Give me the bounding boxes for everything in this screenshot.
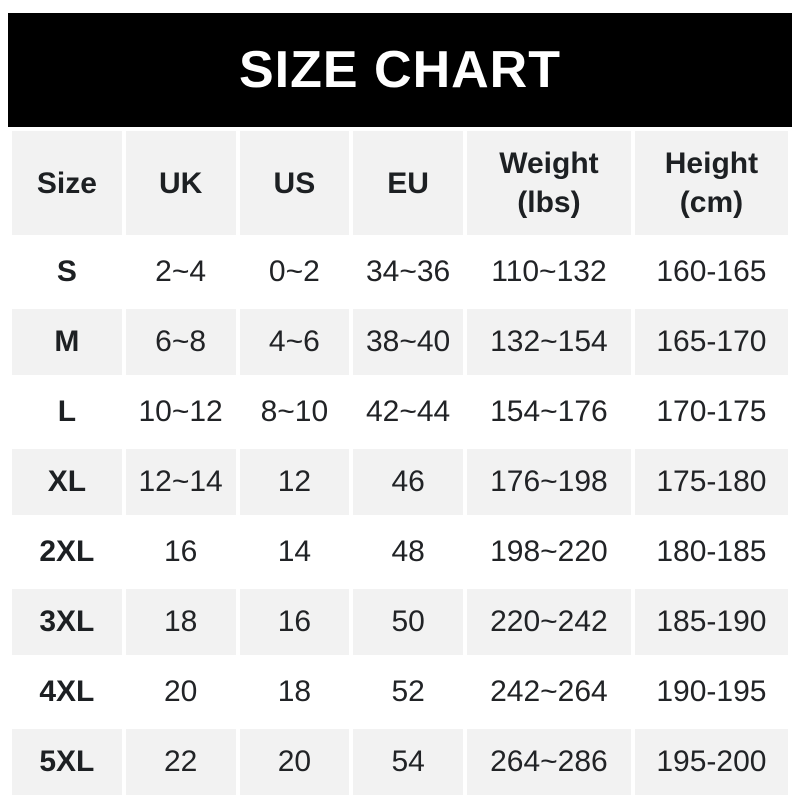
table-row-3xl: 3XL 18 16 50 220~242 185-190 (12, 589, 788, 655)
height-cell: 165-170 (634, 309, 788, 375)
weight-cell: 198~220 (467, 519, 631, 585)
size-cell: 5XL (12, 729, 122, 795)
us-cell: 18 (239, 659, 350, 725)
table-row-4xl: 4XL 20 18 52 242~264 190-195 (12, 659, 788, 725)
eu-cell: 38~40 (353, 309, 463, 375)
header-weight-unit: (lbs) (517, 186, 581, 219)
uk-cell: 12~14 (125, 449, 236, 515)
uk-cell: 20 (125, 659, 236, 725)
header-height: Height (cm) (634, 131, 788, 235)
size-cell: L (12, 379, 122, 445)
us-cell: 20 (239, 729, 350, 795)
title-banner: SIZE CHART (8, 13, 792, 127)
height-cell: 170-175 (634, 379, 788, 445)
table-row-5xl: 5XL 22 20 54 264~286 195-200 (12, 729, 788, 795)
weight-cell: 264~286 (467, 729, 631, 795)
size-cell: 2XL (12, 519, 122, 585)
table-row-s: S 2~4 0~2 34~36 110~132 160-165 (12, 239, 788, 305)
uk-cell: 18 (125, 589, 236, 655)
weight-cell: 242~264 (467, 659, 631, 725)
table-row-xl: XL 12~14 12 46 176~198 175-180 (12, 449, 788, 515)
header-height-unit: (cm) (679, 186, 744, 219)
uk-cell: 16 (125, 519, 236, 585)
header-weight-label: Weight (499, 147, 599, 180)
height-cell: 190-195 (634, 659, 788, 725)
size-cell: M (12, 309, 122, 375)
table-header: Size UK US EU Weight (lbs) (12, 131, 788, 235)
us-cell: 0~2 (239, 239, 350, 305)
height-cell: 160-165 (634, 239, 788, 305)
size-cell: S (12, 239, 122, 305)
us-cell: 16 (239, 589, 350, 655)
us-cell: 8~10 (239, 379, 350, 445)
size-chart-table: Size UK US EU Weight (lbs) (8, 127, 792, 799)
eu-cell: 54 (353, 729, 463, 795)
header-weight: Weight (lbs) (467, 131, 631, 235)
eu-cell: 52 (353, 659, 463, 725)
eu-cell: 50 (353, 589, 463, 655)
uk-cell: 2~4 (125, 239, 236, 305)
uk-cell: 22 (125, 729, 236, 795)
us-cell: 4~6 (239, 309, 350, 375)
header-eu: EU (353, 131, 463, 235)
size-cell: XL (12, 449, 122, 515)
us-cell: 14 (239, 519, 350, 585)
uk-cell: 10~12 (125, 379, 236, 445)
size-cell: 4XL (12, 659, 122, 725)
size-cell: 3XL (12, 589, 122, 655)
uk-cell: 6~8 (125, 309, 236, 375)
table-body: S 2~4 0~2 34~36 110~132 160-165 M 6~8 4~… (12, 239, 788, 795)
eu-cell: 46 (353, 449, 463, 515)
header-us: US (239, 131, 350, 235)
eu-cell: 34~36 (353, 239, 463, 305)
weight-cell: 132~154 (467, 309, 631, 375)
header-eu-label: EU (387, 166, 429, 200)
eu-cell: 42~44 (353, 379, 463, 445)
header-uk: UK (125, 131, 236, 235)
weight-cell: 110~132 (467, 239, 631, 305)
weight-cell: 220~242 (467, 589, 631, 655)
table-row-2xl: 2XL 16 14 48 198~220 180-185 (12, 519, 788, 585)
height-cell: 180-185 (634, 519, 788, 585)
height-cell: 185-190 (634, 589, 788, 655)
weight-cell: 176~198 (467, 449, 631, 515)
page-title: SIZE CHART (239, 41, 561, 99)
eu-cell: 48 (353, 519, 463, 585)
us-cell: 12 (239, 449, 350, 515)
table-row-m: M 6~8 4~6 38~40 132~154 165-170 (12, 309, 788, 375)
header-size-label: Size (36, 166, 97, 200)
header-row: Size UK US EU Weight (lbs) (12, 131, 788, 235)
header-us-label: US (273, 166, 316, 200)
header-height-label: Height (664, 147, 759, 180)
header-uk-label: UK (158, 166, 203, 200)
table-row-l: L 10~12 8~10 42~44 154~176 170-175 (12, 379, 788, 445)
header-size: Size (12, 131, 122, 235)
weight-cell: 154~176 (467, 379, 631, 445)
height-cell: 195-200 (634, 729, 788, 795)
height-cell: 175-180 (634, 449, 788, 515)
